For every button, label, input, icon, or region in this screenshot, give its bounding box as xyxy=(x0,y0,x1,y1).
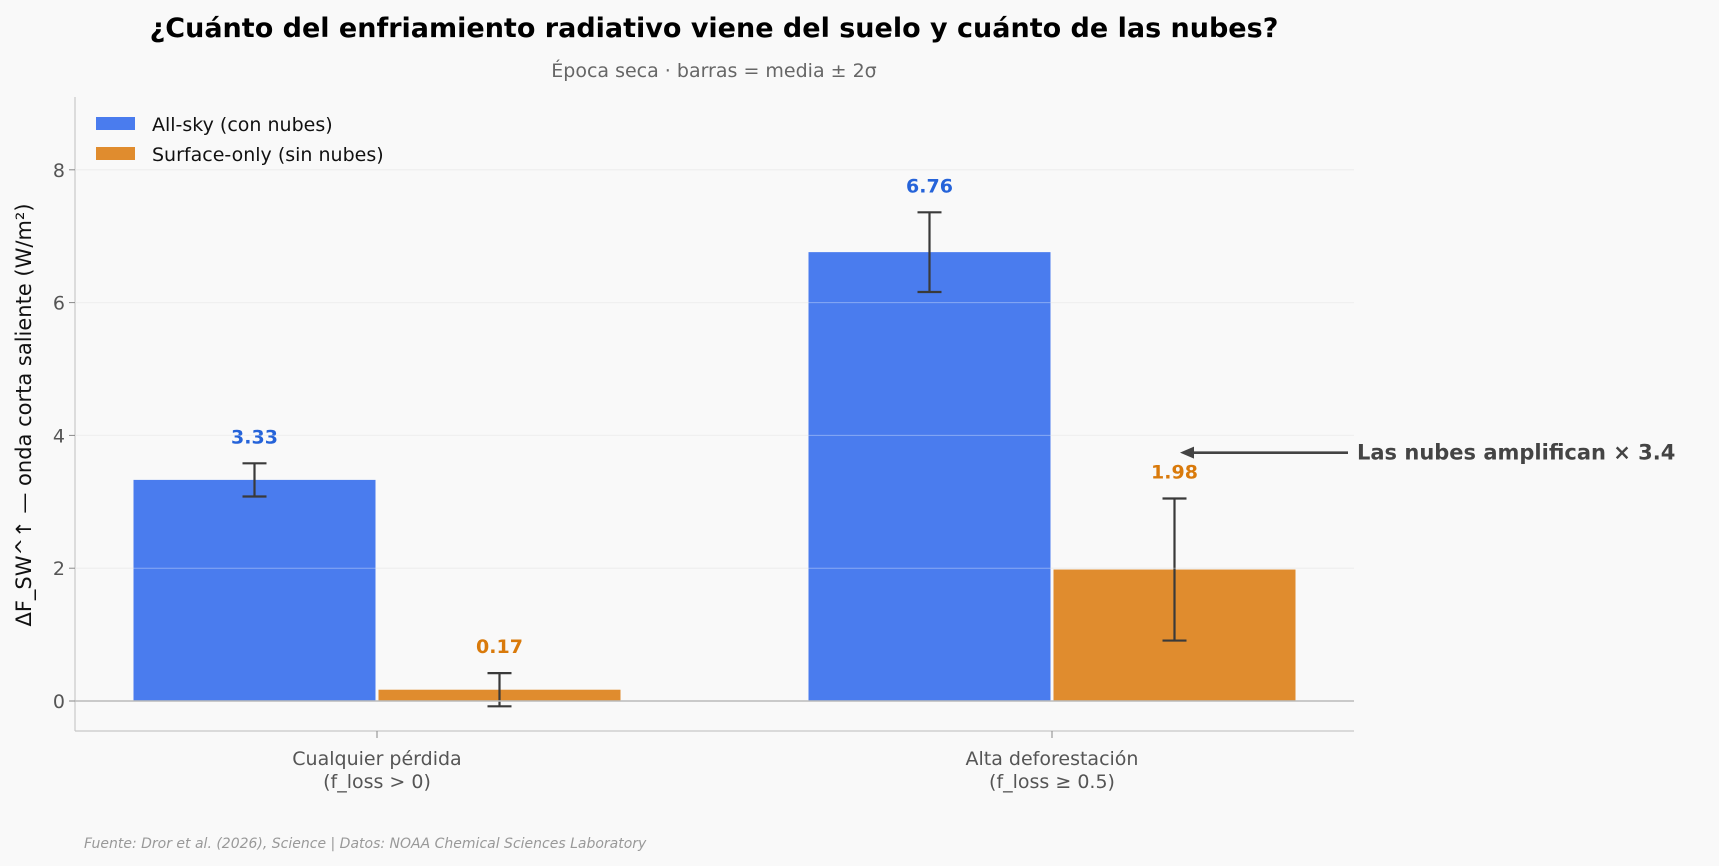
category-sublabel: (f_loss > 0) xyxy=(323,771,431,793)
value-label: 3.33 xyxy=(231,426,278,448)
y-tick-label: 6 xyxy=(53,293,65,315)
legend-label: All-sky (con nubes) xyxy=(152,114,333,136)
value-label: 6.76 xyxy=(906,175,953,197)
y-tick-label: 2 xyxy=(53,558,65,580)
chart-title: ¿Cuánto del enfriamiento radiativo viene… xyxy=(150,13,1279,44)
bar-allsky-1 xyxy=(808,252,1051,702)
annotation-arrow-head xyxy=(1180,446,1194,459)
category-sublabel: (f_loss ≥ 0.5) xyxy=(989,771,1115,793)
legend-swatch xyxy=(96,147,135,160)
value-label: 0.17 xyxy=(476,636,523,658)
y-tick-label: 4 xyxy=(53,425,65,447)
y-tick-label: 8 xyxy=(53,160,65,182)
value-label: 1.98 xyxy=(1151,461,1198,483)
source-note: Fuente: Dror et al. (2026), Science | Da… xyxy=(84,836,647,852)
annotation-text: Las nubes amplifican × 3.4 xyxy=(1357,441,1675,465)
y-axis-label: ΔF_SW^↑ — onda corta saliente (W/m²) xyxy=(12,203,37,626)
category-label: Cualquier pérdida xyxy=(292,748,461,770)
y-tick-label: 0 xyxy=(53,691,65,713)
category-label: Alta deforestación xyxy=(966,748,1139,770)
bar-allsky-0 xyxy=(133,479,376,701)
legend-label: Surface-only (sin nubes) xyxy=(152,144,384,166)
legend-swatch xyxy=(96,117,135,130)
chart-subtitle: Época seca · barras = media ± 2σ xyxy=(551,59,876,82)
